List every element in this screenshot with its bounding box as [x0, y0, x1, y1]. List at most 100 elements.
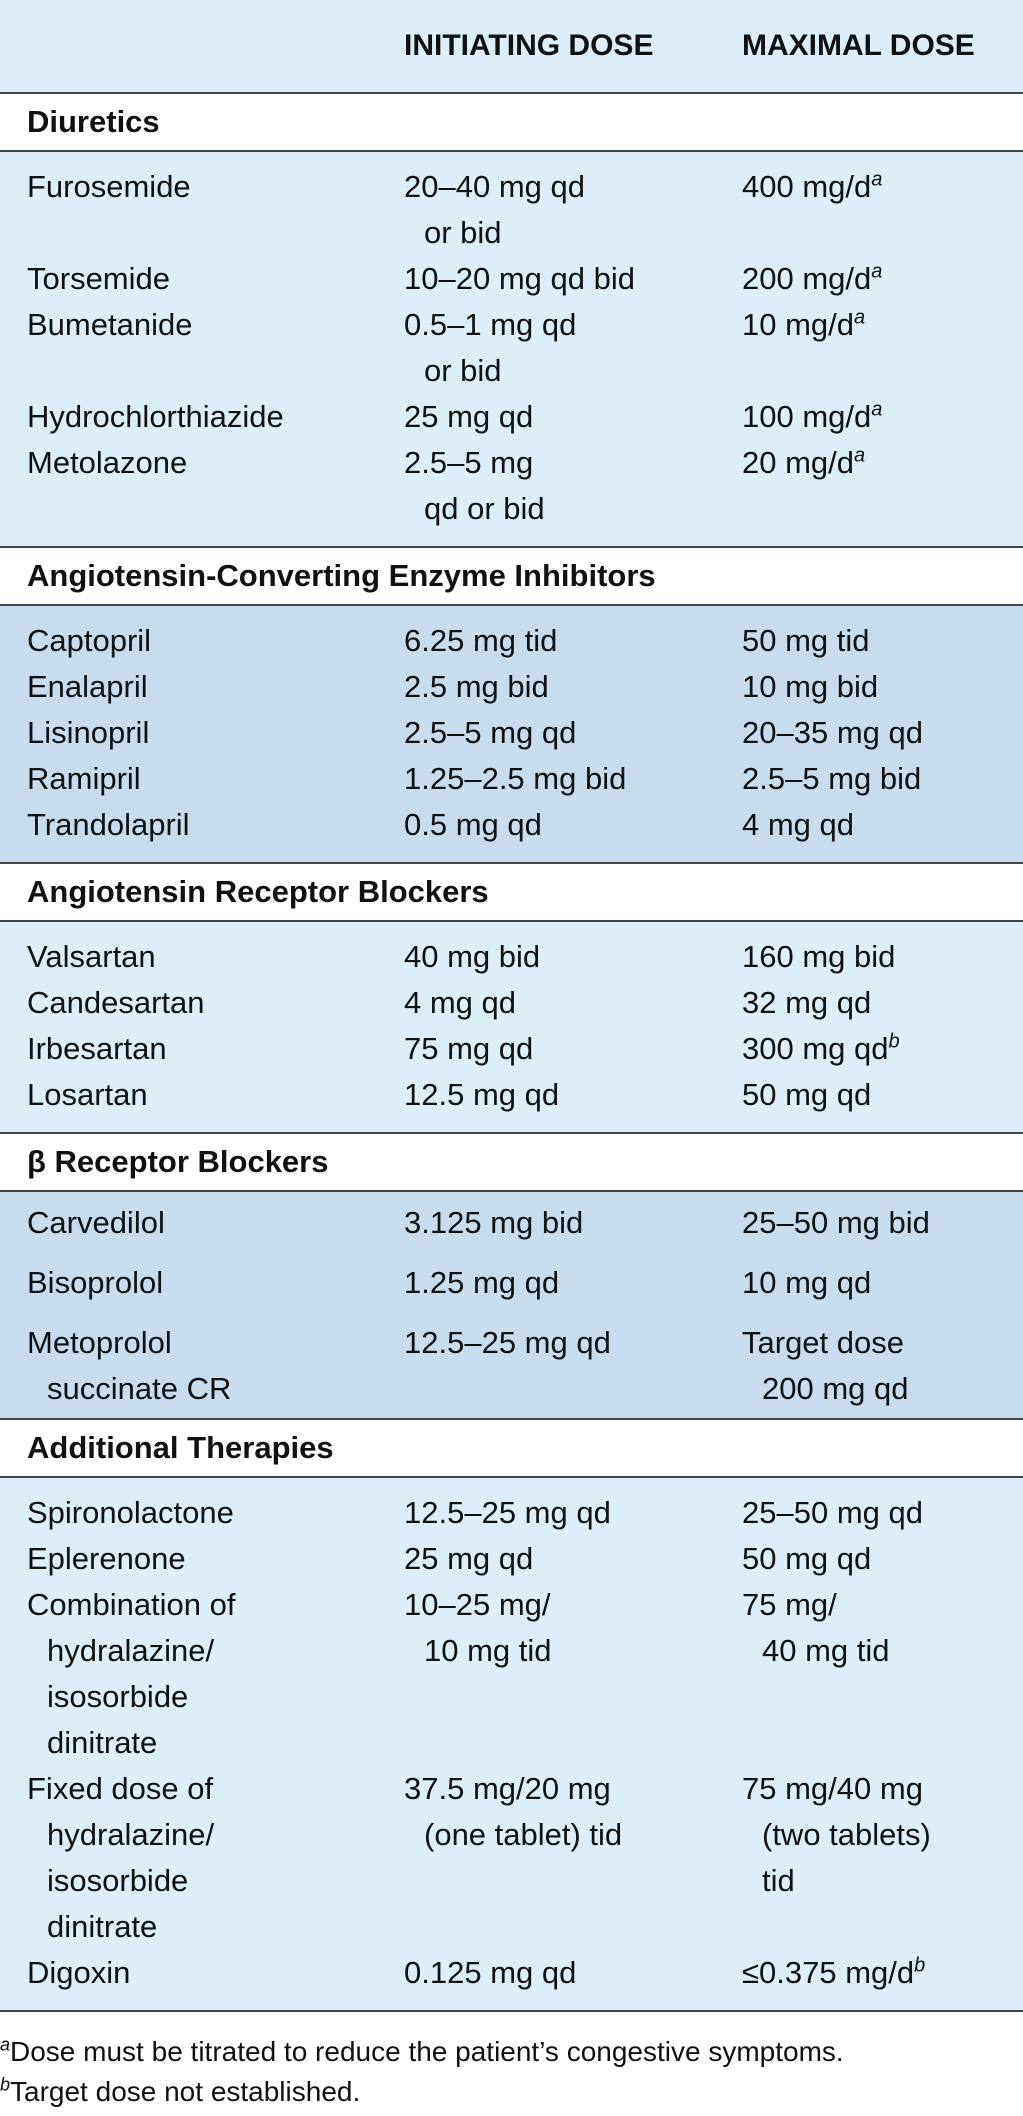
initiating-cell: 0.5 mg qd: [404, 802, 742, 864]
drug-cell: Eplerenone: [0, 1536, 404, 1582]
drug-line: Trandolapril: [27, 807, 190, 842]
drug-cell: Fixed dose of hydralazine/isosorbide dinit…: [0, 1766, 404, 1950]
maximal-cell: ≤0.375 mg/db: [742, 1950, 1023, 2012]
drug-row: Trandolapril 0.5 mg qd 4 mg qd: [0, 802, 1023, 864]
maximal-cell: 10 mg qd: [742, 1252, 1023, 1312]
initiating-line: 40 mg bid: [404, 939, 541, 974]
drug-cell: Furosemide: [0, 151, 404, 256]
initiating-line: 1.25 mg qd: [404, 1265, 560, 1300]
drug-cell: Carvedilol: [0, 1191, 404, 1252]
initiating-cell: 1.25–2.5 mg bid: [404, 756, 742, 802]
initiating-cell: 25 mg qd: [404, 1536, 742, 1582]
section-row: Diuretics: [0, 93, 1023, 152]
column-header: INITIATING DOSE: [404, 0, 742, 94]
drug-line: Losartan: [27, 1077, 148, 1112]
initiating-line: (one tablet) tid: [424, 1817, 623, 1852]
initiating-line: 4 mg qd: [404, 985, 517, 1020]
maximal-line: tid: [762, 1863, 795, 1898]
initiating-cell: 12.5–25 mg qd: [404, 1312, 742, 1420]
section-title: Additional Therapies: [0, 1419, 1023, 1478]
footnote-mark: a: [0, 2034, 11, 2055]
footnote-mark: a: [854, 444, 866, 467]
initiating-line: 2.5 mg bid: [404, 669, 549, 704]
drug-cell: Irbesartan: [0, 1026, 404, 1072]
initiating-cell: 37.5 mg/20 mg (one tablet) tid: [404, 1766, 742, 1950]
footnote-mark: a: [854, 306, 866, 329]
drug-row: Metoprolol succinate CR 12.5–25 mg qd Targe…: [0, 1312, 1023, 1420]
maximal-cell: 50 mg qd: [742, 1536, 1023, 1582]
initiating-line: or bid: [424, 215, 502, 250]
drug-cell: Ramipril: [0, 756, 404, 802]
drug-row: Candesartan 4 mg qd 32 mg qd: [0, 980, 1023, 1026]
maximal-line: 200 mg/da: [742, 260, 883, 296]
maximal-line: 32 mg qd: [742, 985, 872, 1020]
maximal-line: 50 mg tid: [742, 623, 870, 658]
drug-line: Captopril: [27, 623, 152, 658]
initiating-cell: 2.5–5 mg qd or bid: [404, 440, 742, 548]
maximal-line: 200 mg qd: [762, 1371, 909, 1406]
initiating-line: 0.5–1 mg qd: [404, 307, 577, 342]
drug-row: Ramipril 1.25–2.5 mg bid 2.5–5 mg bid: [0, 756, 1023, 802]
maximal-cell: Target dose 200 mg qd: [742, 1312, 1023, 1420]
initiating-line: 0.125 mg qd: [404, 1955, 577, 1990]
drug-cell: Valsartan: [0, 921, 404, 980]
maximal-cell: 20 mg/da: [742, 440, 1023, 548]
table-body: Diuretics Furosemide 20–40 mg qd or bid 400 …: [0, 93, 1023, 2012]
maximal-line: 40 mg tid: [762, 1633, 890, 1668]
drug-row: Fixed dose of hydralazine/isosorbide dinit…: [0, 1766, 1023, 1950]
maximal-line: 4 mg qd: [742, 807, 855, 842]
maximal-cell: 300 mg qdb: [742, 1026, 1023, 1072]
drug-line: Digoxin: [27, 1955, 131, 1990]
drug-cell: Bumetanide: [0, 302, 404, 394]
maximal-line: (two tablets): [762, 1817, 931, 1852]
drug-row: Digoxin 0.125 mg qd ≤0.375 mg/db: [0, 1950, 1023, 2012]
maximal-line: 10 mg/da: [742, 306, 866, 342]
section-title: Diuretics: [0, 93, 1023, 152]
drug-line: dinitrate: [47, 1909, 158, 1944]
footnote-text: Dose must be titrated to reduce the pati…: [10, 2036, 844, 2067]
initiating-line: 10–20 mg qd bid: [404, 261, 635, 296]
drug-line: Eplerenone: [27, 1541, 186, 1576]
drug-line: Metolazone: [27, 445, 188, 480]
section-row: Angiotensin-Converting Enzyme Inhibitors: [0, 547, 1023, 606]
initiating-cell: 0.125 mg qd: [404, 1950, 742, 2012]
maximal-cell: 20–35 mg qd: [742, 710, 1023, 756]
maximal-cell: 10 mg/da: [742, 302, 1023, 394]
drug-row: Furosemide 20–40 mg qd or bid 400 mg/da: [0, 151, 1023, 256]
maximal-cell: 25–50 mg bid: [742, 1191, 1023, 1252]
drug-cell: Hydrochlorthiazide: [0, 394, 404, 440]
footnote-text: Target dose not established.: [10, 2076, 361, 2107]
maximal-line: 10 mg qd: [742, 1265, 872, 1300]
footnote-mark: b: [0, 2074, 11, 2095]
maximal-line: 100 mg/da: [742, 398, 883, 434]
initiating-line: or bid: [424, 353, 502, 388]
initiating-cell: 10–20 mg qd bid: [404, 256, 742, 302]
initiating-line: 37.5 mg/20 mg: [404, 1771, 611, 1806]
maximal-cell: 400 mg/da: [742, 151, 1023, 256]
maximal-line: 75 mg/40 mg: [742, 1771, 923, 1806]
maximal-cell: 200 mg/da: [742, 256, 1023, 302]
drug-line: Bisoprolol: [27, 1265, 164, 1300]
initiating-cell: 6.25 mg tid: [404, 605, 742, 664]
initiating-line: 6.25 mg tid: [404, 623, 558, 658]
maximal-line: 10 mg bid: [742, 669, 879, 704]
initiating-cell: 75 mg qd: [404, 1026, 742, 1072]
drug-cell: Candesartan: [0, 980, 404, 1026]
drug-row: Lisinopril 2.5–5 mg qd 20–35 mg qd: [0, 710, 1023, 756]
drug-line: Combination of: [27, 1587, 236, 1622]
drug-cell: Metolazone: [0, 440, 404, 548]
drug-line: Enalapril: [27, 669, 148, 704]
drug-line: Carvedilol: [27, 1205, 165, 1240]
drug-line: Bumetanide: [27, 307, 193, 342]
drug-cell: Trandolapril: [0, 802, 404, 864]
drug-row: Captopril 6.25 mg tid 50 mg tid: [0, 605, 1023, 664]
drug-row: Metolazone 2.5–5 mg qd or bid 20 mg/da: [0, 440, 1023, 548]
initiating-cell: 20–40 mg qd or bid: [404, 151, 742, 256]
footnotes: aDose must be titrated to reduce the pat…: [0, 2012, 1023, 2112]
initiating-line: 12.5 mg qd: [404, 1077, 560, 1112]
initiating-cell: 10–25 mg/10 mg tid: [404, 1582, 742, 1766]
drug-row: Carvedilol 3.125 mg bid 25–50 mg bid: [0, 1191, 1023, 1252]
initiating-cell: 3.125 mg bid: [404, 1191, 742, 1252]
section-row: Angiotensin Receptor Blockers: [0, 863, 1023, 922]
footnote: aDose must be titrated to reduce the pat…: [0, 2032, 1023, 2072]
